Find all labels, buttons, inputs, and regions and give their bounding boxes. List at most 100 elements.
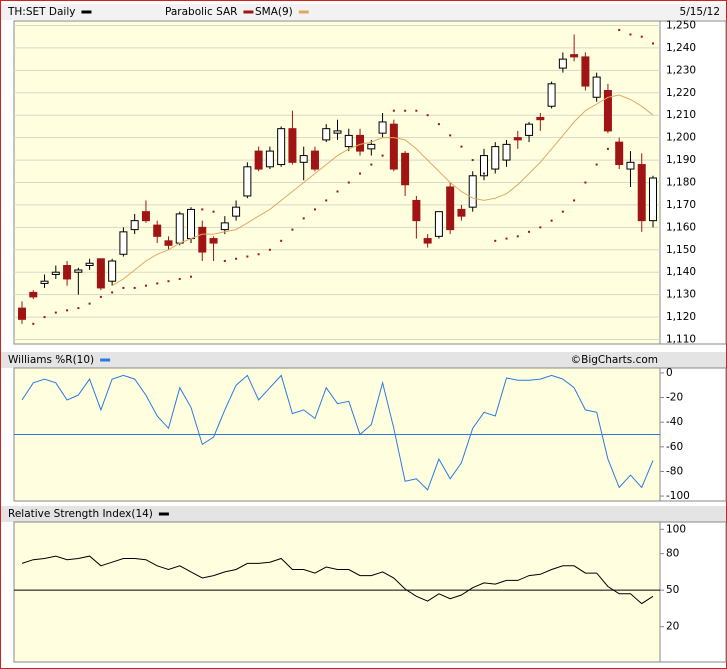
- legend-label: TH:SET Daily: [7, 6, 75, 18]
- indicator-line: [21, 374, 654, 491]
- sar-dot: [404, 109, 407, 112]
- legend-label: Relative Strength Index(14): [8, 508, 153, 520]
- sar-dot: [550, 219, 553, 222]
- sar-dot: [111, 291, 114, 294]
- candle-body: [412, 199, 421, 222]
- plot-area: [13, 521, 661, 663]
- candle-body: [457, 208, 466, 217]
- y-tick-label: 50: [666, 584, 679, 596]
- y-tick-label: 100: [666, 523, 686, 535]
- y-tick-label: 1,240: [666, 42, 696, 54]
- axis-area: [659, 521, 727, 663]
- sar-dot: [516, 235, 519, 238]
- candle-body: [74, 269, 83, 273]
- sar-dot: [482, 172, 485, 175]
- candle-body: [581, 56, 590, 87]
- candle-body: [187, 208, 196, 240]
- candle-body: [175, 213, 184, 244]
- sar-dot: [212, 210, 215, 213]
- sar-dot: [156, 282, 159, 285]
- sar-dot: [606, 147, 609, 150]
- candle-body: [220, 222, 229, 231]
- legend-swatch: [100, 358, 111, 362]
- candle-body: [637, 164, 646, 222]
- y-tick-label: 1,250: [666, 19, 696, 31]
- y-tick-label: 0: [666, 367, 673, 379]
- legend-swatch: [158, 512, 169, 516]
- candle-body: [141, 211, 150, 222]
- sar-dot: [235, 257, 238, 260]
- candle-body: [468, 175, 477, 208]
- sar-dot: [561, 210, 564, 213]
- sar-dot: [325, 199, 328, 202]
- credit: ©BigCharts.com: [571, 354, 658, 366]
- candle-body: [536, 116, 545, 121]
- candle-body: [649, 177, 657, 222]
- sar-dot: [370, 163, 373, 166]
- candle-body: [130, 220, 139, 231]
- indicator-line: [21, 555, 654, 605]
- candle-body: [18, 307, 26, 320]
- legend-label: Parabolic SAR: [165, 6, 237, 18]
- sar-dot: [43, 316, 46, 319]
- sar-dot: [88, 302, 91, 305]
- sar-dot: [426, 114, 429, 117]
- sar-dot: [359, 172, 362, 175]
- y-tick-label: 1,140: [666, 266, 696, 278]
- sar-dot: [505, 237, 508, 240]
- y-tick-label: 1,120: [666, 311, 696, 323]
- sar-dot: [99, 295, 102, 298]
- candle-body: [592, 76, 601, 98]
- candle-body: [40, 280, 49, 284]
- candle-body: [232, 206, 241, 217]
- candle-body: [423, 238, 432, 244]
- legend-label: Williams %R(10): [8, 354, 94, 366]
- sar-dot: [246, 255, 249, 258]
- sar-dot: [122, 286, 125, 289]
- sar-dot: [302, 217, 305, 220]
- sar-dot: [291, 228, 294, 231]
- candle-body: [310, 150, 319, 170]
- candle-body: [525, 123, 534, 136]
- candle-body: [51, 271, 60, 275]
- y-tick-label: 20: [666, 621, 679, 633]
- candle-body: [615, 141, 624, 166]
- legend-swatch: [81, 10, 92, 14]
- sar-dot: [449, 134, 452, 137]
- candle-body: [288, 128, 297, 163]
- candle-body: [491, 146, 500, 170]
- candle-body: [333, 130, 342, 134]
- candle-body: [209, 238, 218, 244]
- candle-body: [378, 121, 387, 134]
- candle-body: [119, 231, 128, 255]
- candle-body: [164, 240, 173, 246]
- panel-header: [1, 506, 726, 522]
- sar-dot: [167, 280, 170, 283]
- candle-body: [344, 134, 353, 148]
- candle-body: [513, 137, 522, 141]
- candle-body: [108, 260, 117, 282]
- sar-dot: [652, 42, 654, 45]
- y-tick-label: -20: [666, 392, 683, 404]
- candle-body: [626, 161, 635, 170]
- candle-body: [299, 155, 308, 163]
- y-tick-label: -80: [666, 465, 683, 477]
- sar-dot: [595, 163, 598, 166]
- y-tick-label: 1,220: [666, 87, 696, 99]
- candle-body: [570, 54, 579, 58]
- sar-dot: [640, 35, 643, 38]
- y-tick-label: 1,210: [666, 109, 696, 121]
- sar-dot: [437, 123, 440, 126]
- sar-dot: [77, 307, 80, 310]
- sar-dot: [494, 239, 497, 242]
- sar-dot: [471, 159, 474, 162]
- y-tick-label: 1,170: [666, 199, 696, 211]
- sar-dot: [257, 253, 260, 256]
- candle-body: [434, 211, 443, 237]
- candle-body: [153, 224, 162, 237]
- sar-dot: [280, 239, 283, 242]
- candle-body: [446, 186, 455, 231]
- sar-dot: [539, 226, 542, 229]
- candle-body: [63, 264, 72, 280]
- sar-dot: [573, 199, 576, 202]
